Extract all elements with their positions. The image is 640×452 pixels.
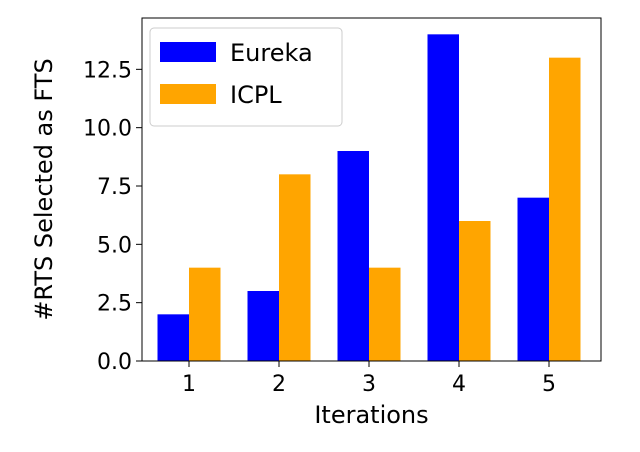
legend: Eureka ICPL <box>149 27 343 127</box>
legend-label-eureka: Eureka <box>230 39 313 67</box>
bar-eureka-4 <box>427 34 459 361</box>
y-axis-title: #RTS Selected as FTS <box>30 58 58 320</box>
y-tick-label: 10.0 <box>83 117 132 142</box>
bar-icpl-4 <box>459 221 491 361</box>
bar-icpl-2 <box>279 174 311 361</box>
x-axis: 1 2 3 4 5 <box>182 361 556 397</box>
y-tick-label: 0.0 <box>97 350 132 375</box>
y-tick-label: 2.5 <box>97 292 132 317</box>
plot-frame <box>141 17 602 362</box>
bar-eureka-2 <box>247 291 279 361</box>
bars-layer <box>157 34 581 362</box>
x-tick-label: 2 <box>272 372 286 397</box>
legend-swatch-eureka <box>160 42 216 62</box>
bar-icpl-3 <box>369 267 401 361</box>
y-axis: 0.0 2.5 5.0 7.5 10.0 12.5 <box>83 58 142 375</box>
y-tick-label: 5.0 <box>97 233 132 258</box>
y-tick-label: 7.5 <box>97 175 132 200</box>
bar-eureka-1 <box>157 314 189 361</box>
x-tick-label: 5 <box>542 372 556 397</box>
x-axis-title: Iterations <box>314 401 428 429</box>
legend-swatch-icpl <box>160 84 216 104</box>
bar-icpl-5 <box>549 57 581 362</box>
bar-icpl-1 <box>189 267 221 361</box>
x-tick-label: 1 <box>182 372 196 397</box>
x-tick-label: 3 <box>362 372 376 397</box>
legend-label-icpl: ICPL <box>230 81 282 109</box>
bar-eureka-5 <box>517 197 549 361</box>
y-tick-label: 12.5 <box>83 58 132 83</box>
x-tick-label: 4 <box>452 372 466 397</box>
bar-eureka-3 <box>337 151 369 361</box>
